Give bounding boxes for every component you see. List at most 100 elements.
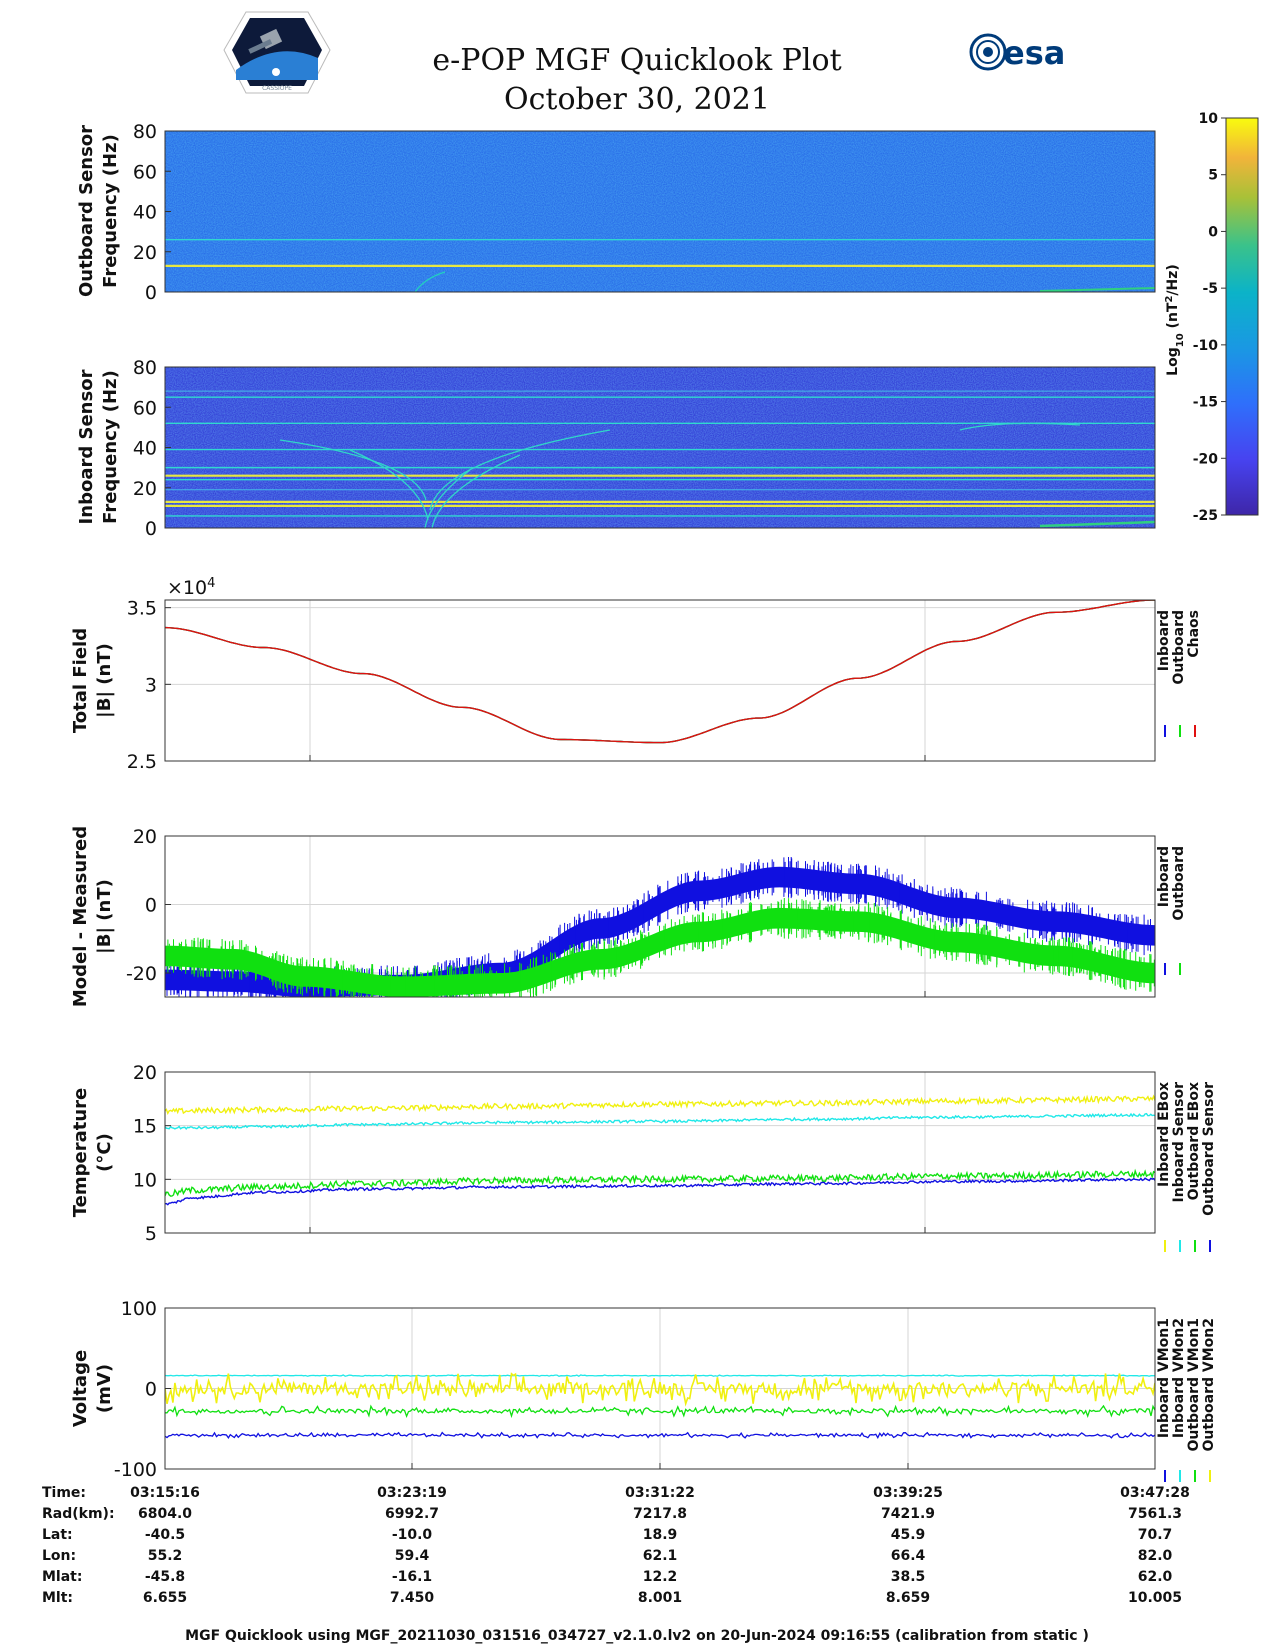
ytick-label: 0 <box>145 1379 157 1401</box>
page-title: e-POP MGF Quicklook Plot <box>432 43 841 78</box>
ytick-label: 20 <box>133 1062 157 1084</box>
ephemeris-value: -16.1 <box>392 1569 432 1585</box>
colorbar-tick-label: 0 <box>1208 224 1218 240</box>
outboard-spectrogram-noise <box>165 131 1155 292</box>
legend-label-inboard: Inboard <box>1156 846 1172 907</box>
ephemeris-value: 82.0 <box>1138 1548 1173 1564</box>
total-field-ylabel-1: Total Field <box>70 628 91 733</box>
ephemeris-value: 03:15:16 <box>130 1485 200 1501</box>
model-minus-measured-frame <box>164 835 1156 998</box>
ephemeris-value: 55.2 <box>148 1548 183 1564</box>
colorbar-tick-label: -15 <box>1193 395 1218 411</box>
outboard-spectrogram-panel: 80 60 40 20 0 Outboard Sensor Frequency (Hz) <box>76 121 1156 304</box>
series-inboard-sensor <box>165 1112 1155 1130</box>
ephemeris-value: 03:23:19 <box>377 1485 447 1501</box>
model-minus-measured-ylabel-1: Model - Measured <box>70 826 91 1007</box>
model-minus-measured-ylabel-2: |B| (nT) <box>94 879 115 954</box>
legend-label-inboard-vmon1: Inboard VMon1 <box>1156 1318 1172 1438</box>
ytick-label: 5 <box>145 1223 157 1245</box>
logo-esa-text: esa <box>1003 34 1065 72</box>
ephemeris-value: 10.005 <box>1128 1590 1182 1606</box>
ephemeris-value: -45.8 <box>145 1569 185 1585</box>
legend-label-outboard-sensor: Outboard Sensor <box>1201 1082 1217 1216</box>
inboard-low-freq-emission <box>1039 520 1156 528</box>
ytick-label: -20 <box>126 963 157 985</box>
inboard-spectrogram-panel: 80 60 40 20 0 Inboard Sensor Frequency (Hz) <box>76 357 1156 540</box>
ytick-label: 40 <box>133 438 157 460</box>
ephemeris-value: 6.655 <box>143 1590 187 1606</box>
total-field-panel: 3.5 3 2.5 Total Field |B| (nT) ×104 Inboard Out… <box>70 576 1202 774</box>
logo-cassiope: CASSIOPE <box>223 11 331 94</box>
ephemeris-value: 7.450 <box>390 1590 435 1606</box>
ytick-label: 20 <box>133 242 157 264</box>
series-inboard-band <box>165 866 1155 997</box>
ephemeris-value: -40.5 <box>145 1527 185 1543</box>
total-field-exponent: ×104 <box>167 576 215 600</box>
ytick-label: 0 <box>145 518 157 540</box>
legend-label-outboard-vmon1: Outboard VMon1 <box>1186 1318 1202 1452</box>
inboard-spectrogram-lines <box>165 390 1155 517</box>
inboard-spectrogram-ylabel-2: Frequency (Hz) <box>100 370 121 524</box>
legend-label-inboard: Inboard <box>1156 610 1172 671</box>
temperature-bg <box>165 1072 1155 1233</box>
series-outboard-ebox <box>165 1168 1155 1197</box>
temperature-plot <box>165 1094 1155 1206</box>
outboard-spectrogram-ylabel-2: Frequency (Hz) <box>100 134 121 288</box>
ytick-label: 80 <box>133 357 157 379</box>
ephemeris-label: Lon: <box>42 1548 76 1564</box>
legend-label-inboard-vmon2: Inboard VMon2 <box>1171 1318 1187 1438</box>
ephemeris-label: Mlt: <box>42 1590 73 1606</box>
colorbar-tick-label: -5 <box>1202 281 1218 297</box>
series-inboard-vmon1 <box>165 1431 1155 1439</box>
ephemeris-value: 38.5 <box>891 1569 926 1585</box>
ephemeris-value: 7217.8 <box>633 1506 687 1522</box>
ytick-label: 3.5 <box>127 598 157 620</box>
total-field-bg <box>165 600 1155 761</box>
outboard-spectrogram-ylabel-1: Outboard Sensor <box>76 125 97 297</box>
outboard-whistler-trace <box>414 271 446 293</box>
series-chaos <box>165 600 1155 744</box>
colorbar-tick-label: 10 <box>1199 111 1219 127</box>
ephemeris-value: 8.659 <box>886 1590 930 1606</box>
outboard-low-freq-emission <box>1039 287 1156 292</box>
ephemeris-value: 6804.0 <box>138 1506 192 1522</box>
ytick-label: 2.5 <box>127 751 157 773</box>
colorbar-gradient <box>1225 117 1259 516</box>
legend-label-chaos: Chaos <box>1186 610 1202 658</box>
legend-label-outboard: Outboard <box>1171 610 1187 685</box>
ephemeris-label: Time: <box>42 1485 86 1501</box>
voltage-ylabel-1: Voltage <box>70 1350 91 1427</box>
ephemeris-value: 12.2 <box>643 1569 678 1585</box>
ephemeris-value: 7421.9 <box>881 1506 935 1522</box>
ephemeris-value: 7561.3 <box>1128 1506 1182 1522</box>
ephemeris-value: 03:31:22 <box>625 1485 695 1501</box>
colorbar: 10 5 0 -5 -10 -15 -20 -25 Log10 (nT2/Hz) <box>1164 111 1259 524</box>
ytick-label: 0 <box>145 895 157 917</box>
page-date: October 30, 2021 <box>504 82 770 117</box>
total-field-ylabel-2: |B| (nT) <box>94 643 115 718</box>
colorbar-label: Log10 (nT2/Hz) <box>1164 264 1186 376</box>
colorbar-tick-label: -25 <box>1193 508 1218 524</box>
ytick-label: 10 <box>133 1169 157 1191</box>
series-outboard-spikes <box>167 898 1155 997</box>
inboard-spectrogram-yticks: 80 60 40 20 0 <box>133 357 171 540</box>
inboard-spectrogram-ylabel-1: Inboard Sensor <box>76 369 97 524</box>
legend-label-outboard-ebox: Outboard EBox <box>1186 1082 1202 1200</box>
ytick-label: 100 <box>121 1298 157 1320</box>
series-outboard-vmon1 <box>165 1404 1155 1419</box>
temperature-frame <box>164 1071 1156 1234</box>
ytick-label: 20 <box>133 826 157 848</box>
temperature-ylabel-2: (°C) <box>94 1133 115 1172</box>
colorbar-tick-label: 5 <box>1208 168 1218 184</box>
inboard-whistler-traces <box>279 422 1081 529</box>
ytick-label: 80 <box>133 121 157 143</box>
ephemeris-value: 8.001 <box>638 1590 682 1606</box>
ytick-label: 0 <box>145 282 157 304</box>
model-minus-measured-plot <box>165 857 1155 997</box>
voltage-plot <box>165 1372 1155 1439</box>
outboard-spectrogram-yticks: 80 60 40 20 0 <box>133 121 171 304</box>
ephemeris-value: 59.4 <box>395 1548 430 1564</box>
ephemeris-value: 03:39:25 <box>873 1485 943 1501</box>
ephemeris-value: 18.9 <box>643 1527 678 1543</box>
